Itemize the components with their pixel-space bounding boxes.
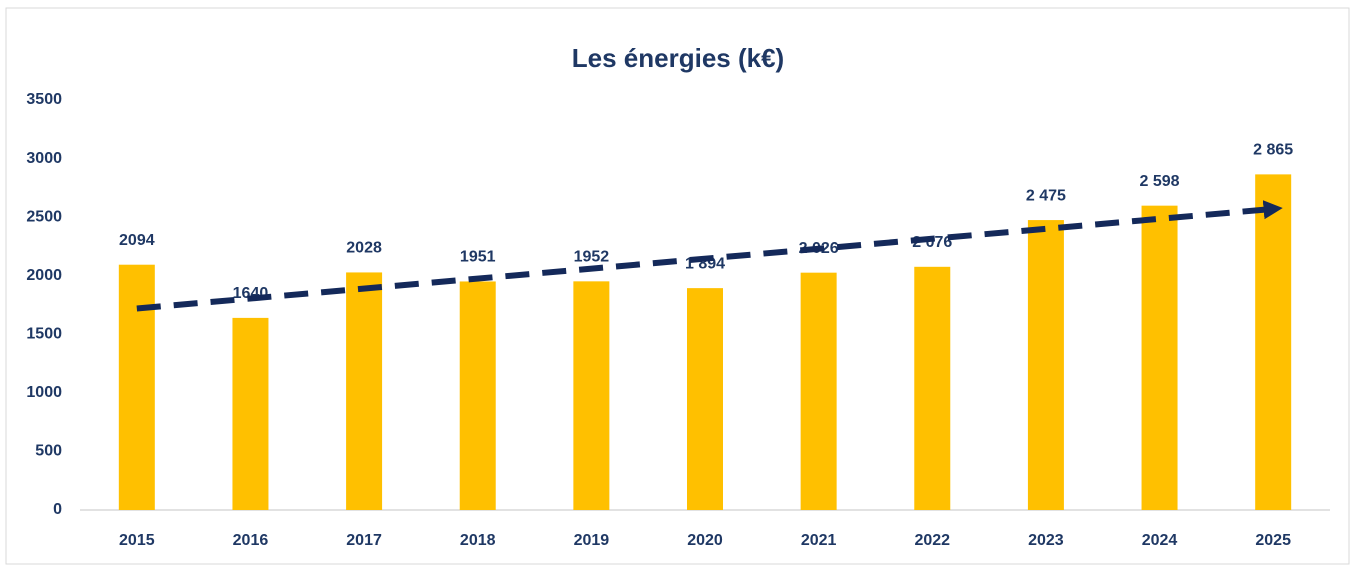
x-tick-label: 2019: [574, 532, 610, 549]
x-tick-label: 2015: [119, 532, 155, 549]
x-tick-label: 2020: [687, 532, 723, 549]
y-tick-label: 1000: [26, 384, 62, 401]
x-tick-label: 2022: [914, 532, 950, 549]
data-label: 2 475: [1026, 187, 1066, 204]
bar: [459, 281, 496, 510]
data-label: 2 865: [1253, 142, 1293, 159]
bar: [232, 317, 269, 510]
x-tick-label: 2023: [1028, 532, 1064, 549]
y-tick-label: 2500: [26, 208, 62, 225]
bar: [573, 281, 610, 510]
bar: [1141, 205, 1178, 511]
y-tick-label: 0: [53, 501, 62, 518]
bar: [800, 272, 837, 510]
data-label: 1951: [460, 249, 496, 266]
x-tick-label: 2018: [460, 532, 496, 549]
x-tick-label: 2025: [1255, 532, 1291, 549]
y-tick-label: 3000: [26, 150, 62, 167]
trend-line: [136, 200, 1283, 312]
data-label: 2094: [119, 232, 155, 249]
bar: [346, 272, 383, 510]
y-tick-label: 1500: [26, 326, 62, 343]
x-tick-label: 2024: [1142, 532, 1178, 549]
data-label: 1952: [574, 249, 610, 266]
bar: [118, 264, 155, 510]
data-label: 2028: [346, 240, 382, 257]
x-tick-label: 2016: [233, 532, 269, 549]
bar: [1027, 220, 1064, 511]
x-tick-label: 2021: [801, 532, 837, 549]
bar: [1255, 174, 1292, 510]
y-tick-label: 3500: [26, 91, 62, 108]
bar: [687, 288, 723, 510]
bar: [914, 266, 951, 510]
chart-title: Les énergies (k€): [572, 43, 784, 73]
y-tick-label: 2000: [26, 267, 62, 284]
y-tick-label: 500: [35, 443, 62, 460]
data-label: 2 598: [1140, 173, 1180, 190]
chart-border: [5, 7, 1350, 565]
x-tick-label: 2017: [346, 532, 382, 549]
